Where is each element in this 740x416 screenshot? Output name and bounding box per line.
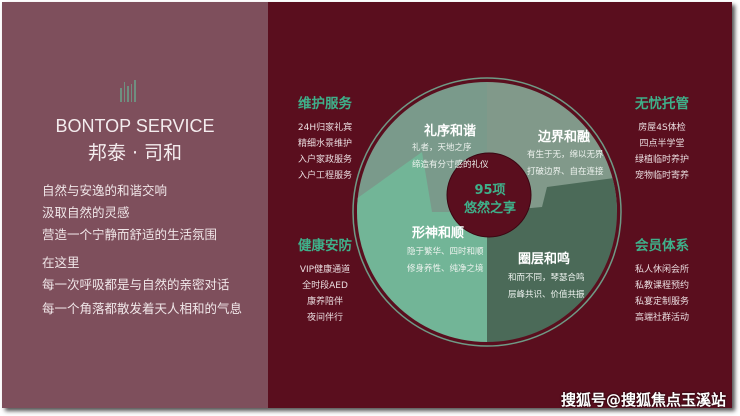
brand-cn: 邦泰 · 司和 (87, 142, 183, 164)
quadrant-desc: 隐于繁华、四时和顺 修身养性、纯净之境 (407, 247, 484, 274)
center-label: 95项 悠然之享 (463, 183, 516, 216)
service-wheel (352, 77, 622, 347)
quadrant-desc: 礼者，天地之序 缔造有分寸感的礼仪 (412, 143, 489, 170)
center-circle (446, 152, 532, 238)
intro-line: 每一个角落都散发着天人相和的气息 (42, 301, 243, 316)
quadrant-title: 边界和融 (538, 130, 591, 145)
section-maintenance: 维护服务 24H归家礼宾 精细水景维护 入户家政服务 入户工程服务 (297, 96, 353, 181)
brand-en: BONTOP SERVICE (55, 116, 215, 136)
quadrant-desc: 有生于无，绵以无界 打破边界、自在连接 (527, 150, 604, 177)
intro-line: 汲取自然的灵感 (42, 205, 130, 220)
section-custody: 无忧托管 房屋4S体检 四点半学堂 绿植临时养护 宠物临时寄养 (634, 96, 689, 181)
quadrant-title: 礼序和谐 (424, 124, 477, 139)
quadrant-title: 圈层和鸣 (518, 252, 571, 267)
intro-line: 自然与安逸的和谐交响 (42, 183, 168, 198)
intro-line: 营造一个宁静而舒适的生活氛围 (42, 227, 218, 242)
section-membership: 会员体系 私人休闲会所 私教课程预约 私宴定制服务 高端社群活动 (634, 238, 689, 323)
watermark: 搜狐号@搜狐焦点玉溪站 (560, 391, 726, 409)
section-health: 健康安防 VIP健康通道 全时段AED 康养陪伴 夜间伴行 (298, 238, 352, 323)
quadrant-title: 形神和顺 (412, 226, 465, 241)
intro-line: 在这里 (42, 255, 80, 270)
intro-line: 每一次呼吸都是与自然的亲密对话 (42, 277, 230, 292)
slide: BONTOP SERVICE 邦泰 · 司和 自然与安逸的和谐交响 汲取自然的灵… (2, 2, 732, 408)
brand-logo-icon (120, 80, 142, 102)
quadrant-desc: 和而不同，琴瑟合鸣 层峰共识、价值共振 (508, 273, 585, 300)
left-panel: BONTOP SERVICE 邦泰 · 司和 自然与安逸的和谐交响 汲取自然的灵… (2, 2, 268, 408)
